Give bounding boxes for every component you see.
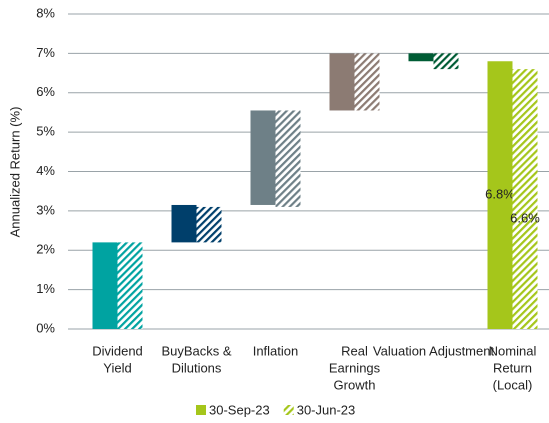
data-label: 6.8% (485, 187, 515, 202)
x-tick-label: Yield (103, 360, 131, 375)
y-tick-label: 4% (36, 163, 55, 178)
bar (250, 110, 276, 205)
y-tick-label: 5% (36, 124, 55, 139)
bar (329, 53, 355, 111)
x-tick-label: Earnings (329, 360, 381, 375)
y-tick-label: 7% (36, 45, 55, 60)
y-tick-label: 8% (36, 5, 55, 20)
bar (196, 206, 222, 243)
y-axis-label: Annualized Return (%) (7, 107, 22, 238)
bar (487, 61, 513, 329)
y-tick-label: 1% (36, 281, 55, 296)
x-tick-label: Inflation (253, 343, 299, 358)
legend-swatch (196, 405, 206, 415)
bar (117, 242, 143, 329)
bar (408, 53, 434, 62)
bar (433, 53, 459, 70)
y-tick-label: 3% (36, 202, 55, 217)
bar (354, 53, 380, 111)
x-tick-label: Dividend (92, 343, 143, 358)
x-tick-label: (Local) (493, 377, 533, 392)
legend-label: 30-Sep-23 (209, 402, 270, 417)
bar (92, 242, 118, 329)
x-tick-label: BuyBacks & (161, 343, 231, 358)
bar (171, 204, 197, 243)
x-tick-label: Growth (334, 377, 376, 392)
y-tick-label: 2% (36, 242, 55, 257)
bar (512, 69, 538, 329)
y-tick-label: 6% (36, 84, 55, 99)
x-tick-label: Valuation Adjustment (373, 343, 495, 358)
x-tick-label: Dilutions (172, 360, 222, 375)
data-label: 6.6% (510, 211, 540, 226)
x-tick-label: Return (493, 360, 532, 375)
bar (275, 110, 301, 207)
legend-label: 30-Jun-23 (297, 402, 356, 417)
y-tick-label: 0% (36, 320, 55, 335)
x-tick-label: Real (341, 343, 368, 358)
x-tick-label: Nominal (489, 343, 537, 358)
legend-swatch (283, 405, 294, 415)
